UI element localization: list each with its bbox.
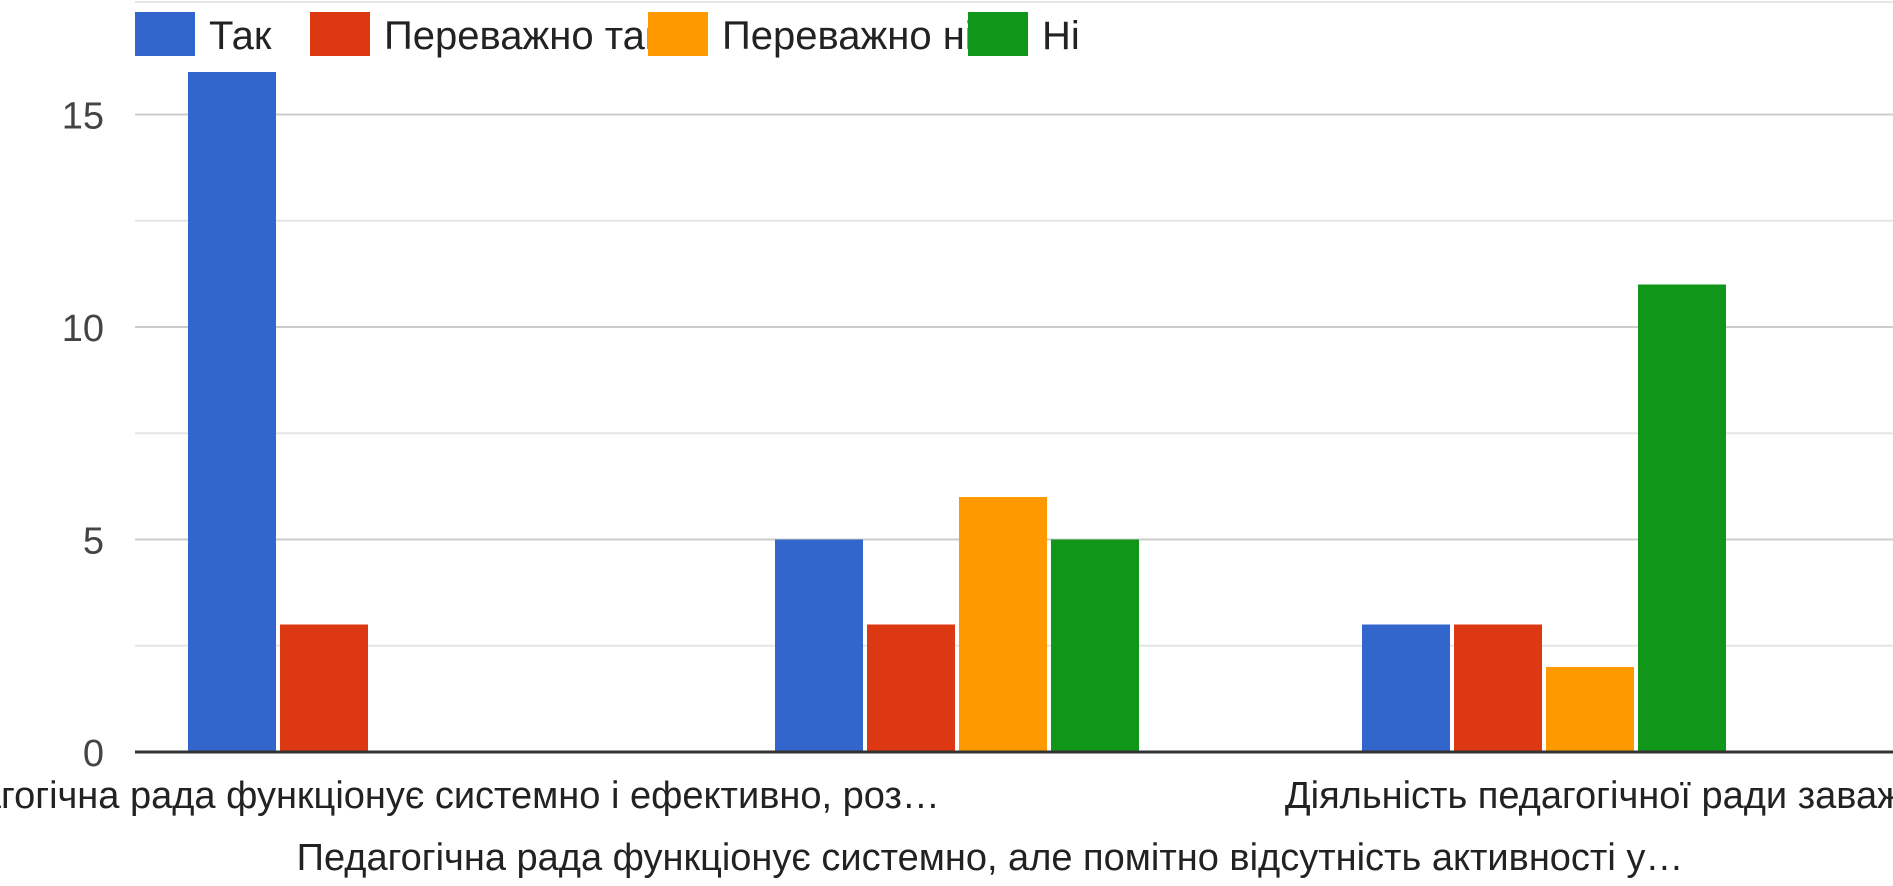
bar-переважно-так (867, 624, 955, 752)
bars (188, 72, 1726, 752)
bar-переважно-так (280, 624, 368, 752)
y-tick-label: 5 (83, 521, 104, 563)
legend-swatch (135, 12, 195, 56)
category-label: Діяльність педагогічної ради заважає… (1285, 775, 1893, 817)
legend-item[interactable]: Переважно так (310, 12, 663, 58)
y-axis-ticks: 0 5 10 15 (62, 96, 104, 776)
legend-item[interactable]: Так (135, 12, 272, 58)
bar-так (1362, 624, 1450, 752)
bar-переважно-ні (1546, 667, 1634, 752)
bar-так (188, 72, 276, 752)
bar-ні (1051, 539, 1139, 752)
legend-label: Переважно так (384, 14, 663, 58)
y-tick-label: 10 (62, 308, 104, 350)
legend-swatch (310, 12, 370, 56)
bar-так (775, 539, 863, 752)
bar-ні (1638, 284, 1726, 752)
bar-переважно-ні (959, 497, 1047, 752)
legend-item[interactable]: Ні (968, 12, 1080, 58)
legend-label: Так (209, 14, 272, 58)
category-label: Педагогічна рада функціонує системно і е… (0, 775, 940, 817)
y-tick-label: 15 (62, 96, 104, 138)
legend-swatch (648, 12, 708, 56)
legend-label: Переважно ні (722, 14, 974, 58)
legend: Так Переважно так Переважно ні Ні (135, 12, 1080, 58)
category-label: Педагогічна рада функціонує системно, ал… (297, 837, 1684, 879)
bar-переважно-так (1454, 624, 1542, 752)
legend-swatch (968, 12, 1028, 56)
gridlines (135, 1, 1893, 647)
legend-label: Ні (1042, 14, 1080, 58)
legend-item[interactable]: Переважно ні (648, 12, 974, 58)
category-labels: Педагогічна рада функціонує системно і е… (0, 775, 1893, 879)
y-tick-label: 0 (83, 733, 104, 775)
